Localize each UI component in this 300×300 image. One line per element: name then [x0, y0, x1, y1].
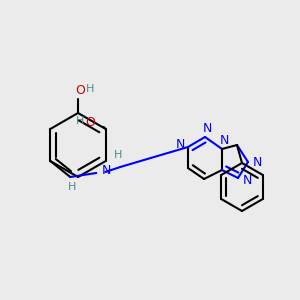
Text: N: N	[243, 175, 252, 188]
Text: N: N	[253, 155, 262, 169]
Text: O: O	[75, 85, 85, 98]
Text: N: N	[101, 164, 111, 176]
Text: H: H	[86, 84, 94, 94]
Text: N: N	[202, 122, 212, 136]
Text: H: H	[68, 182, 76, 192]
Text: H: H	[76, 116, 84, 126]
Text: N: N	[175, 139, 185, 152]
Text: O: O	[85, 116, 95, 130]
Text: N: N	[219, 134, 229, 148]
Text: H: H	[114, 150, 122, 160]
